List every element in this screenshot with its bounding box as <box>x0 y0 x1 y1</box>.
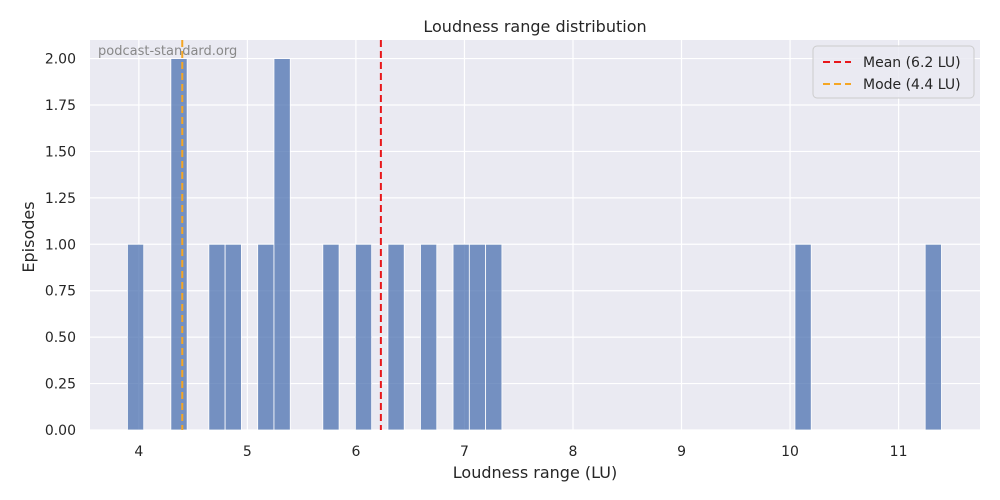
y-axis-label: Episodes <box>19 201 38 272</box>
y-tick-label: 0.75 <box>45 284 76 300</box>
histogram-bar <box>257 243 275 431</box>
watermark: podcast-standard.org <box>98 44 237 59</box>
histogram-bar <box>208 243 226 431</box>
y-ticks: 0.00 0.25 0.50 0.75 1.00 1.25 1.50 1.75 2.00 <box>45 52 76 439</box>
x-tick-label: 6 <box>351 444 360 460</box>
legend-box <box>812 45 975 99</box>
histogram-bar <box>170 58 188 431</box>
x-axis-label: Loudness range (LU) <box>453 463 617 482</box>
histogram-bar <box>322 243 340 431</box>
y-tick-label: 1.50 <box>45 144 76 160</box>
histogram-bar <box>354 243 373 431</box>
legend-mode-label: Mode (4.4 LU) <box>863 77 961 93</box>
chart-title: Loudness range distribution <box>423 17 646 36</box>
histogram-bar <box>387 243 405 431</box>
y-tick-label: 0.50 <box>45 330 76 346</box>
histogram-bar <box>485 243 503 431</box>
y-tick-label: 1.00 <box>45 237 76 253</box>
histogram-bar <box>924 243 942 431</box>
histogram-bar <box>794 243 812 431</box>
y-tick-label: 0.25 <box>45 377 76 393</box>
legend-mean-label: Mean (6.2 LU) <box>863 55 961 71</box>
histogram-bar <box>127 243 145 431</box>
x-tick-label: 10 <box>781 444 799 460</box>
x-tick-label: 7 <box>460 444 469 460</box>
x-tick-label: 9 <box>677 444 686 460</box>
y-tick-label: 1.75 <box>45 98 76 114</box>
histogram-bar <box>468 243 487 431</box>
x-tick-label: 4 <box>134 444 143 460</box>
x-ticks: 4 5 6 7 8 9 10 11 <box>134 444 907 460</box>
reference-lines <box>181 40 382 430</box>
histogram-bar <box>224 243 242 431</box>
x-tick-label: 8 <box>569 444 578 460</box>
x-tick-label: 11 <box>890 444 908 460</box>
histogram-bar <box>273 58 291 431</box>
x-tick-label: 5 <box>243 444 252 460</box>
y-tick-label: 1.25 <box>45 191 76 207</box>
y-tick-label: 2.00 <box>45 52 76 68</box>
histogram-bar <box>452 243 470 431</box>
y-tick-label: 0.00 <box>45 423 76 439</box>
histogram-bar <box>420 243 438 431</box>
legend: Mean (6.2 LU) Mode (4.4 LU) <box>812 45 975 99</box>
